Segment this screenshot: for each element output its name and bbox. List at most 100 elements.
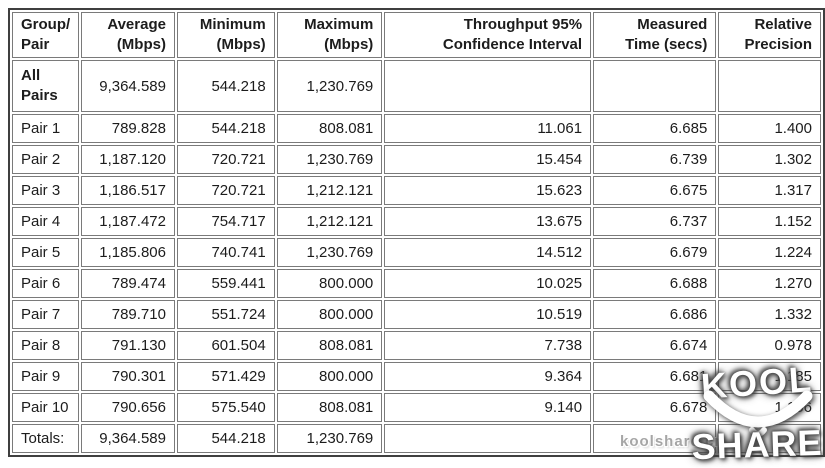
table-row-pair-1: Pair 1 789.828 544.218 808.081 11.061 6.… — [12, 114, 821, 143]
cell-average: 9,364.589 — [81, 424, 175, 453]
cell-average: 791.130 — [81, 331, 175, 360]
cell-maximum: 800.000 — [276, 362, 383, 391]
cell-average: 789.828 — [81, 114, 175, 143]
cell-average: 789.710 — [81, 300, 175, 329]
cell-average: 9,364.589 — [81, 60, 175, 112]
cell-measured-time — [593, 424, 717, 453]
cell-measured-time: 6.678 — [593, 393, 717, 422]
cell-average: 1,187.472 — [81, 207, 175, 236]
col-header-confidence-interval: Throughput 95% Confidence Interval — [384, 12, 592, 58]
cell-group-pair: Pair 1 — [12, 114, 80, 143]
col-header-average: Average (Mbps) — [81, 12, 175, 58]
col-header-relative-precision: Relative Precision — [718, 12, 821, 58]
cell-maximum: 1,230.769 — [276, 238, 383, 267]
cell-average: 790.301 — [81, 362, 175, 391]
cell-confidence-interval: 9.140 — [384, 393, 592, 422]
cell-group-pair: Pair 2 — [12, 145, 80, 174]
cell-minimum: 601.504 — [176, 331, 275, 360]
cell-maximum: 800.000 — [276, 269, 383, 298]
cell-average: 790.656 — [81, 393, 175, 422]
table-row-pair-9: Pair 9 790.301 571.429 800.000 9.364 6.6… — [12, 362, 821, 391]
header-row: Group/ Pair Average (Mbps) Minimum (Mbps… — [12, 12, 821, 58]
cell-measured-time: 6.681 — [593, 362, 717, 391]
cell-measured-time — [593, 60, 717, 112]
cell-maximum: 808.081 — [276, 393, 383, 422]
col-header-minimum: Minimum (Mbps) — [176, 12, 275, 58]
cell-confidence-interval: 7.738 — [384, 331, 592, 360]
cell-measured-time: 6.737 — [593, 207, 717, 236]
col-header-measured-time: Measured Time (secs) — [593, 12, 717, 58]
cell-minimum: 575.540 — [176, 393, 275, 422]
cell-measured-time: 6.675 — [593, 176, 717, 205]
cell-maximum: 800.000 — [276, 300, 383, 329]
table-row-pair-7: Pair 7 789.710 551.724 800.000 10.519 6.… — [12, 300, 821, 329]
cell-confidence-interval: 13.675 — [384, 207, 592, 236]
cell-confidence-interval: 14.512 — [384, 238, 592, 267]
cell-relative-precision: 0.978 — [718, 331, 821, 360]
cell-average: 1,187.120 — [81, 145, 175, 174]
cell-average: 1,186.517 — [81, 176, 175, 205]
throughput-results-table: Group/ Pair Average (Mbps) Minimum (Mbps… — [8, 8, 825, 457]
cell-group-pair: Pair 7 — [12, 300, 80, 329]
col-header-group-pair: Group/ Pair — [12, 12, 80, 58]
cell-maximum: 808.081 — [276, 331, 383, 360]
cell-confidence-interval: 10.025 — [384, 269, 592, 298]
cell-measured-time: 6.686 — [593, 300, 717, 329]
table-row-pair-3: Pair 3 1,186.517 720.721 1,212.121 15.62… — [12, 176, 821, 205]
cell-confidence-interval: 15.623 — [384, 176, 592, 205]
cell-maximum: 1,230.769 — [276, 60, 383, 112]
table-row-pair-2: Pair 2 1,187.120 720.721 1,230.769 15.45… — [12, 145, 821, 174]
table-row-pair-8: Pair 8 791.130 601.504 808.081 7.738 6.6… — [12, 331, 821, 360]
cell-minimum: 571.429 — [176, 362, 275, 391]
cell-relative-precision: 1.185 — [718, 362, 821, 391]
cell-minimum: 551.724 — [176, 300, 275, 329]
cell-maximum: 1,212.121 — [276, 176, 383, 205]
table-row-pair-6: Pair 6 789.474 559.441 800.000 10.025 6.… — [12, 269, 821, 298]
cell-relative-precision: 1.270 — [718, 269, 821, 298]
cell-confidence-interval: 15.454 — [384, 145, 592, 174]
cell-relative-precision: 1.302 — [718, 145, 821, 174]
cell-minimum: 720.721 — [176, 145, 275, 174]
cell-relative-precision: 1.156 — [718, 393, 821, 422]
cell-minimum: 544.218 — [176, 114, 275, 143]
cell-confidence-interval: 11.061 — [384, 114, 592, 143]
cell-average: 789.474 — [81, 269, 175, 298]
cell-confidence-interval — [384, 60, 592, 112]
cell-measured-time: 6.688 — [593, 269, 717, 298]
cell-minimum: 544.218 — [176, 424, 275, 453]
cell-minimum: 544.218 — [176, 60, 275, 112]
cell-minimum: 720.721 — [176, 176, 275, 205]
table-row-pair-5: Pair 5 1,185.806 740.741 1,230.769 14.51… — [12, 238, 821, 267]
cell-minimum: 559.441 — [176, 269, 275, 298]
cell-maximum: 808.081 — [276, 114, 383, 143]
cell-group-pair: All Pairs — [12, 60, 80, 112]
cell-average: 1,185.806 — [81, 238, 175, 267]
cell-measured-time: 6.674 — [593, 331, 717, 360]
table-row-all-pairs: All Pairs 9,364.589 544.218 1,230.769 — [12, 60, 821, 112]
cell-measured-time: 6.685 — [593, 114, 717, 143]
cell-measured-time: 6.679 — [593, 238, 717, 267]
cell-relative-precision: 1.332 — [718, 300, 821, 329]
table-row-pair-10: Pair 10 790.656 575.540 808.081 9.140 6.… — [12, 393, 821, 422]
cell-group-pair: Pair 9 — [12, 362, 80, 391]
cell-group-pair: Pair 6 — [12, 269, 80, 298]
cell-confidence-interval — [384, 424, 592, 453]
cell-maximum: 1,230.769 — [276, 145, 383, 174]
table-row-pair-4: Pair 4 1,187.472 754.717 1,212.121 13.67… — [12, 207, 821, 236]
cell-group-pair: Pair 8 — [12, 331, 80, 360]
cell-minimum: 740.741 — [176, 238, 275, 267]
cell-group-pair: Pair 3 — [12, 176, 80, 205]
cell-group-pair: Pair 10 — [12, 393, 80, 422]
cell-relative-precision — [718, 60, 821, 112]
cell-group-pair: Pair 5 — [12, 238, 80, 267]
table-row-totals: Totals: 9,364.589 544.218 1,230.769 — [12, 424, 821, 453]
cell-maximum: 1,212.121 — [276, 207, 383, 236]
cell-confidence-interval: 10.519 — [384, 300, 592, 329]
cell-relative-precision: 1.317 — [718, 176, 821, 205]
cell-relative-precision: 1.400 — [718, 114, 821, 143]
cell-measured-time: 6.739 — [593, 145, 717, 174]
cell-minimum: 754.717 — [176, 207, 275, 236]
cell-confidence-interval: 9.364 — [384, 362, 592, 391]
cell-relative-precision — [718, 424, 821, 453]
cell-group-pair: Totals: — [12, 424, 80, 453]
